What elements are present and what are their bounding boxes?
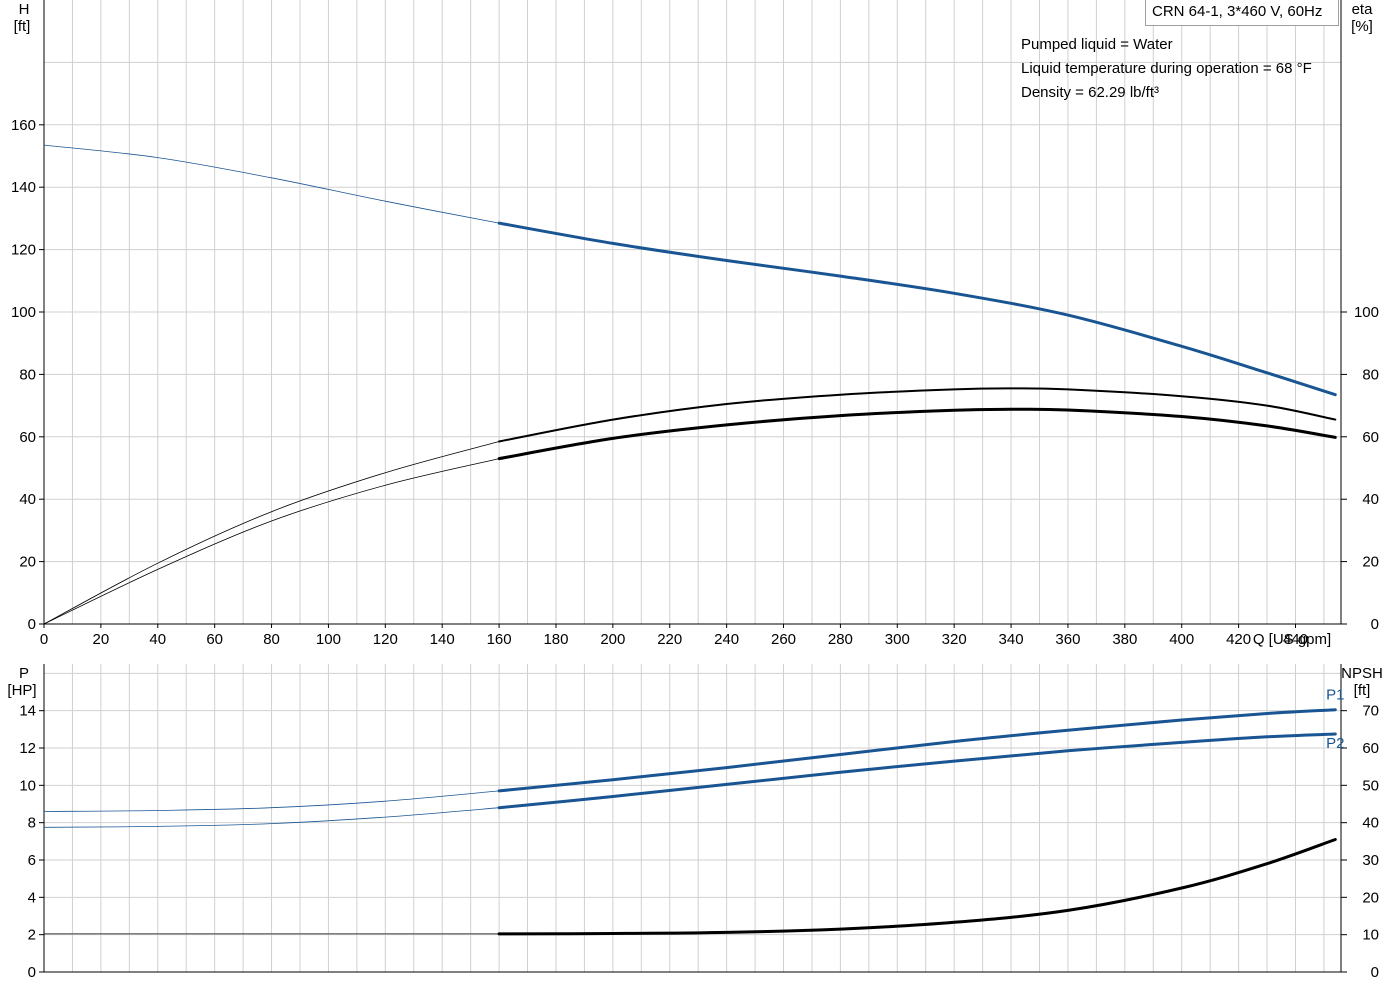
y-tick-label-right: 20	[1362, 889, 1379, 906]
x-tick-label: 180	[543, 631, 568, 648]
series-label-p1: P1	[1326, 687, 1344, 704]
y-tick-label-right: 40	[1362, 815, 1379, 832]
info-line-pumped-liquid: Pumped liquid = Water	[1021, 36, 1173, 53]
x-tick-label: 240	[714, 631, 739, 648]
curve-1-0-extrapolated	[43, 790, 500, 812]
x-tick-label: 340	[999, 631, 1024, 648]
y-tick-label-left: 10	[19, 777, 36, 794]
y-axis-unit-left: [HP]	[7, 682, 36, 699]
y-tick-label-left: 160	[11, 117, 36, 134]
curve-0-2-operating	[497, 407, 1337, 461]
x-tick-label: 80	[263, 631, 280, 648]
curve-0-0-extrapolated	[43, 144, 500, 224]
y-tick-label-left: 6	[28, 852, 36, 869]
y-tick-label-left: 4	[28, 889, 36, 906]
y-axis-unit-right: [ft]	[1354, 682, 1371, 699]
y-tick-label-left: 8	[28, 815, 36, 832]
y-axis-title-right: NPSH	[1341, 665, 1383, 682]
x-tick-label: 380	[1112, 631, 1137, 648]
x-tick-label: 320	[942, 631, 967, 648]
y-tick-label-right: 30	[1362, 852, 1379, 869]
x-tick-label: 220	[657, 631, 682, 648]
y-tick-label-left: 20	[19, 554, 36, 571]
y-tick-label-right: 0	[1371, 964, 1379, 981]
y-tick-label-right: 100	[1354, 304, 1379, 321]
pump-model-label: CRN 64-1, 3*460 V, 60Hz	[1145, 0, 1339, 26]
x-tick-label: 420	[1226, 631, 1251, 648]
x-tick-label: 160	[487, 631, 512, 648]
y-tick-label-left: 12	[19, 740, 36, 757]
x-axis-title: Q [US gpm]	[1253, 631, 1331, 648]
x-tick-label: 100	[316, 631, 341, 648]
y-tick-label-right: 60	[1362, 429, 1379, 446]
x-tick-label: 0	[40, 631, 48, 648]
y-tick-label-right: 0	[1371, 616, 1379, 633]
x-tick-label: 300	[885, 631, 910, 648]
curve-1-2-operating	[497, 838, 1337, 936]
curve-1-1-extrapolated	[43, 807, 500, 828]
curve-0-0-operating	[497, 221, 1337, 397]
y-tick-label-left: 40	[19, 491, 36, 508]
x-tick-label: 40	[149, 631, 166, 648]
y-tick-label-right: 60	[1362, 740, 1379, 757]
x-tick-label: 20	[93, 631, 110, 648]
y-tick-label-right: 50	[1362, 777, 1379, 794]
curve-1-1-operating	[497, 732, 1337, 810]
curve-0-2-extrapolated	[43, 458, 500, 625]
x-tick-label: 200	[600, 631, 625, 648]
y-axis-unit-right: [%]	[1351, 18, 1373, 35]
y-tick-label-right: 20	[1362, 554, 1379, 571]
curve-0-1-extrapolated	[43, 441, 500, 625]
x-tick-label: 400	[1169, 631, 1194, 648]
info-line-density: Density = 62.29 lb/ft³	[1021, 84, 1159, 101]
y-tick-label-right: 70	[1362, 703, 1379, 720]
curve-0-1-operating	[498, 387, 1337, 443]
y-axis-title-left: P	[19, 665, 29, 682]
y-tick-label-right: 40	[1362, 491, 1379, 508]
y-tick-label-left: 120	[11, 242, 36, 259]
x-tick-label: 60	[206, 631, 223, 648]
x-tick-label: 140	[430, 631, 455, 648]
x-tick-label: 260	[771, 631, 796, 648]
y-tick-label-right: 80	[1362, 366, 1379, 383]
y-axis-unit-left: [ft]	[14, 18, 31, 35]
liquid-info: Pumped liquid = Water Liquid temperature…	[1021, 33, 1312, 105]
y-tick-label-left: 0	[28, 616, 36, 633]
y-tick-label-left: 14	[19, 703, 36, 720]
y-tick-label-left: 100	[11, 304, 36, 321]
x-tick-label: 280	[828, 631, 853, 648]
series-label-p2: P2	[1326, 735, 1344, 752]
y-tick-label-left: 80	[19, 366, 36, 383]
y-tick-label-left: 0	[28, 964, 36, 981]
y-tick-label-right: 10	[1362, 927, 1379, 944]
bottom-chart: 0 2 4 6 8 10 12 14 0 10 20 30 40 50 60 70 P[HP] NPSH[ft] P…	[7, 664, 1383, 981]
y-tick-label-left: 60	[19, 429, 36, 446]
top-chart: 0 20 40 60 80 100 120 140 160 0 20 40 60 80 100 H[ft] et…	[11, 0, 1379, 648]
x-tick-label: 440	[1283, 631, 1308, 648]
y-tick-label-left: 140	[11, 179, 36, 196]
y-axis-title-left: H	[19, 1, 30, 18]
curve-1-0-operating	[497, 708, 1337, 793]
x-tick-label: 360	[1055, 631, 1080, 648]
info-line-liquid-temperature: Liquid temperature during operation = 68…	[1021, 60, 1312, 77]
y-axis-title-right: eta	[1352, 1, 1374, 18]
x-tick-label: 120	[373, 631, 398, 648]
y-tick-label-left: 2	[28, 927, 36, 944]
